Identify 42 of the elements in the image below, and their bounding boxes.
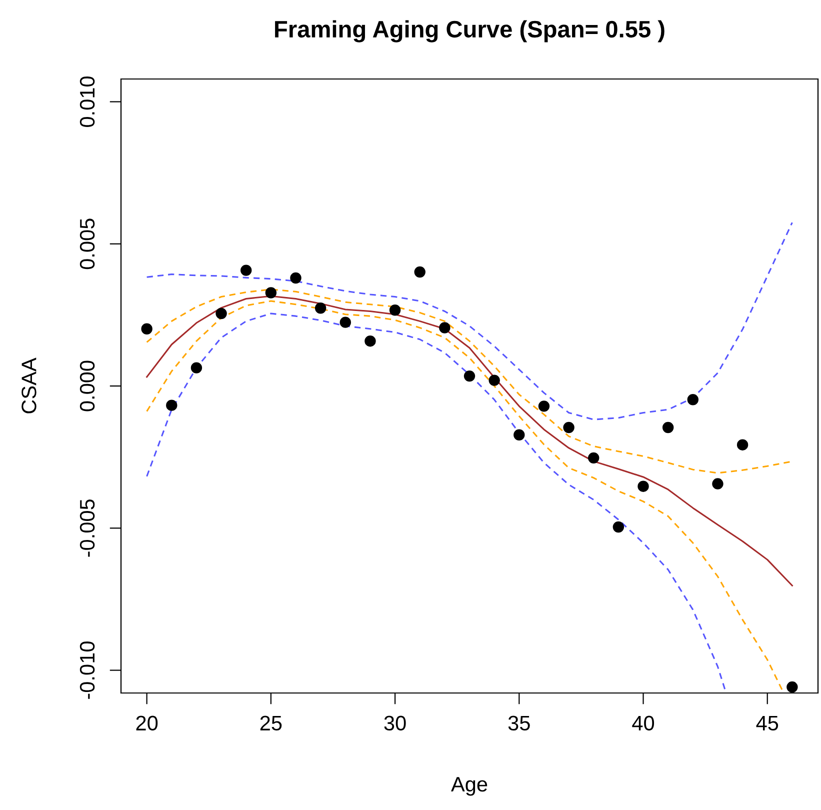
point	[166, 400, 178, 411]
line-series	[146, 288, 793, 474]
point	[514, 429, 525, 440]
y-tick-label: 0.005	[80, 218, 95, 270]
x-tick-label: 40	[632, 716, 654, 731]
point	[538, 400, 550, 412]
point	[464, 370, 476, 382]
y-axis-title: CSAA	[22, 358, 36, 414]
point	[712, 478, 724, 490]
y-tick-label: -0.010	[80, 642, 95, 699]
x-tick-label: 45	[756, 716, 778, 731]
x-tick-label: 20	[136, 716, 158, 731]
point	[389, 304, 401, 316]
point	[612, 521, 624, 533]
line-series	[146, 222, 793, 420]
x-tick-label: 35	[508, 716, 530, 731]
chart-title: Framing Aging Curve (Span= 0.55 )	[275, 20, 664, 42]
x-tick-label: 30	[384, 716, 406, 731]
point	[141, 323, 152, 334]
point	[290, 272, 302, 284]
point	[563, 422, 574, 434]
point	[488, 374, 500, 386]
point	[414, 266, 426, 278]
y-tick-label: 0.000	[80, 360, 95, 412]
y-tick-label: -0.005	[80, 499, 95, 557]
point	[439, 322, 450, 334]
point	[314, 302, 326, 314]
point	[265, 287, 277, 298]
point	[662, 422, 674, 434]
point	[340, 316, 351, 328]
point	[786, 681, 798, 693]
point	[364, 335, 376, 347]
y-tick-label: 0.010	[80, 76, 95, 127]
point	[216, 308, 227, 320]
point	[638, 480, 649, 492]
x-axis-title: Age	[451, 777, 488, 796]
point	[240, 264, 252, 276]
point	[190, 362, 202, 374]
point	[687, 394, 699, 406]
point	[736, 439, 748, 450]
point	[588, 452, 600, 464]
x-tick-label: 25	[260, 716, 282, 731]
